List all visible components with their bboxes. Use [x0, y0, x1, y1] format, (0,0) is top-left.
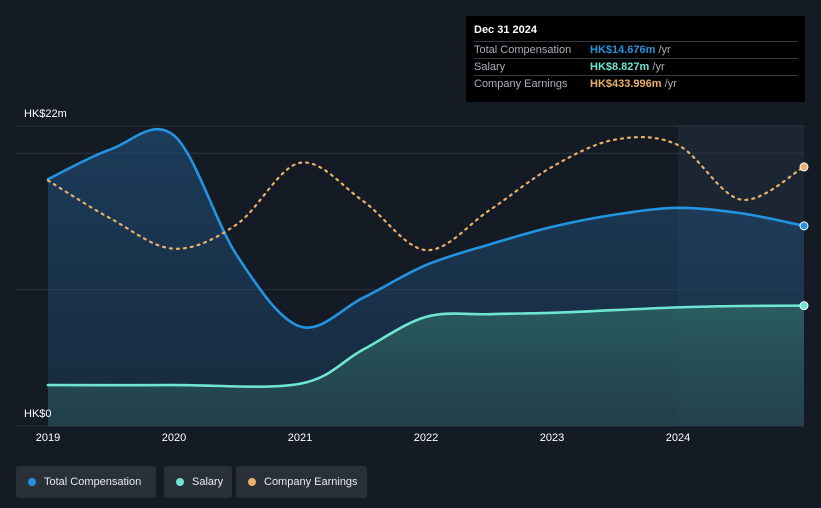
x-tick-label: 2021	[287, 432, 313, 444]
line-total-compensation	[46, 127, 806, 329]
end-marker	[799, 221, 809, 231]
x-tick-label: 2023	[539, 432, 565, 444]
tooltip-label: Company Earnings	[474, 78, 568, 90]
legend-salary[interactable]: Salary	[164, 466, 232, 498]
legend-total-compensation[interactable]: Total Compensation	[16, 466, 156, 498]
tooltip-row-salary: Salary HK$8.827m /yr	[474, 58, 798, 76]
series-lines	[46, 127, 806, 388]
tooltip-value: HK$14.676m /yr	[590, 44, 671, 56]
legend-dot-icon	[176, 478, 184, 486]
y-axis-max-label: HK$22m	[24, 108, 67, 120]
area-salary	[48, 305, 804, 426]
tooltip-label: Salary	[474, 61, 506, 73]
tooltip-date: Dec 31 2024	[474, 24, 537, 36]
tooltip-row-total: Total Compensation HK$14.676m /yr	[474, 41, 798, 59]
end-markers	[799, 162, 809, 311]
line-salary	[46, 304, 806, 388]
y-axis-min-label: HK$0	[24, 408, 52, 420]
tooltip-value: HK$433.996m /yr	[590, 78, 677, 90]
legend-label: Company Earnings	[264, 476, 358, 488]
tooltip-label: Total Compensation	[474, 44, 572, 56]
tooltip-value: HK$8.827m /yr	[590, 61, 665, 73]
line-company-earnings	[46, 136, 806, 252]
end-marker	[799, 301, 809, 311]
areas	[48, 129, 804, 427]
end-marker	[799, 162, 809, 172]
legend-company-earnings[interactable]: Company Earnings	[236, 466, 367, 498]
x-tick-label: 2024	[665, 432, 691, 444]
tooltip-panel: Dec 31 2024 Total Compensation HK$14.676…	[466, 16, 805, 102]
tooltip-row-earnings: Company Earnings HK$433.996m /yr	[474, 75, 798, 93]
legend-dot-icon	[248, 478, 256, 486]
legend-label: Total Compensation	[44, 476, 142, 488]
legend-label: Salary	[192, 476, 224, 488]
x-tick-label: 2022	[413, 432, 439, 444]
legend-dot-icon	[28, 478, 36, 486]
x-tick-label: 2019	[35, 432, 61, 444]
x-tick-label: 2020	[161, 432, 187, 444]
